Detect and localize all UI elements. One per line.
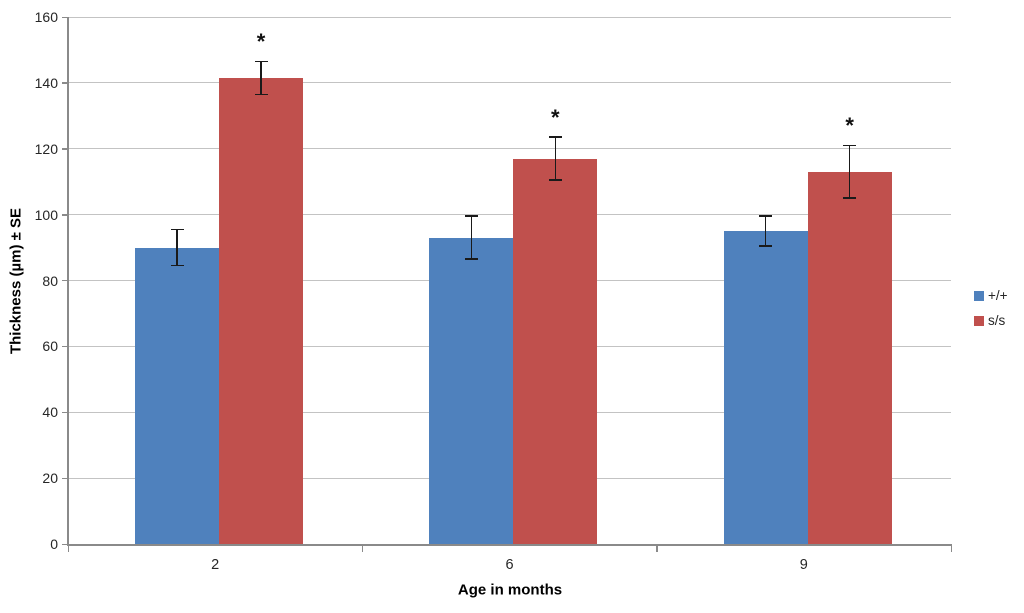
y-axis-line (67, 17, 69, 544)
error-bar-cap-top (254, 60, 268, 63)
y-axis-tick-label: 160 (34, 9, 58, 25)
bar-+/+-age-2 (135, 247, 219, 544)
x-axis-tick-label: 6 (505, 557, 514, 573)
error-bar (554, 137, 557, 181)
error-bar-cap-top (464, 215, 478, 218)
error-bar-cap-bottom (548, 179, 562, 181)
error-bar (764, 216, 767, 246)
legend-item-s/s: s/s (974, 313, 1008, 328)
y-gridline (68, 214, 951, 216)
error-bar-cap-bottom (843, 197, 857, 199)
y-axis-tick-label: 100 (34, 206, 58, 223)
bar-+/+-age-6 (429, 237, 514, 544)
y-axis-tick-label: 0 (50, 536, 58, 552)
error-bar (176, 229, 178, 266)
y-axis-tick-label: 80 (42, 272, 58, 289)
x-axis-tick (950, 546, 952, 552)
y-axis-tick (62, 148, 68, 150)
y-gridline (68, 16, 951, 18)
legend-swatch-icon (974, 315, 984, 326)
y-axis-title: Thickness (µm) ± SE (7, 207, 25, 355)
y-axis-tick (62, 543, 68, 545)
y-axis-tick-label: 60 (42, 338, 58, 355)
y-gridline (68, 148, 951, 150)
bar-s/s-age-9 (807, 171, 892, 544)
y-gridline (68, 82, 951, 84)
legend-item-+/+: +/+ (974, 288, 1008, 303)
y-axis-tick (62, 214, 68, 216)
legend-label: s/s (988, 313, 1006, 328)
legend-swatch-icon (974, 290, 984, 301)
x-axis-tick (361, 546, 364, 552)
x-axis-line (67, 544, 952, 546)
y-axis-tick-label: 20 (42, 470, 58, 487)
y-axis-tick (62, 411, 68, 414)
legend: +/+ s/s (974, 288, 1008, 328)
error-bar (260, 61, 262, 95)
error-bar (848, 145, 851, 199)
y-axis-tick (62, 280, 68, 282)
y-axis-tick-label: 40 (42, 404, 58, 421)
error-bar-cap-bottom (464, 258, 478, 260)
x-axis-tick-label: 2 (211, 557, 220, 573)
x-axis-tick-label: 9 (799, 557, 808, 573)
error-bar-cap-bottom (170, 264, 184, 267)
y-axis-tick-label: 140 (34, 74, 58, 91)
error-bar-cap-top (843, 144, 857, 147)
significance-marker: * (551, 105, 560, 131)
y-axis-tick (62, 16, 68, 18)
significance-marker: * (256, 29, 266, 55)
y-axis-tick-label: 120 (34, 140, 58, 157)
x-axis-tick (656, 546, 658, 552)
bar-s/s-age-6 (513, 158, 598, 544)
bar-+/+-age-9 (723, 231, 808, 544)
error-bar-cap-top (170, 228, 184, 231)
error-bar-cap-bottom (759, 245, 773, 247)
error-bar (470, 216, 473, 260)
x-axis-tick (67, 546, 69, 552)
error-bar-cap-top (548, 136, 562, 139)
bar-s/s-age-2 (219, 77, 303, 544)
error-bar-cap-bottom (254, 93, 268, 96)
y-axis-tick (62, 345, 68, 348)
legend-label: +/+ (988, 288, 1008, 303)
error-bar-cap-top (759, 215, 773, 218)
significance-marker: * (845, 113, 854, 139)
y-axis-tick (62, 477, 68, 480)
y-axis-tick (62, 82, 68, 84)
x-axis-title: Age in months (457, 581, 563, 599)
